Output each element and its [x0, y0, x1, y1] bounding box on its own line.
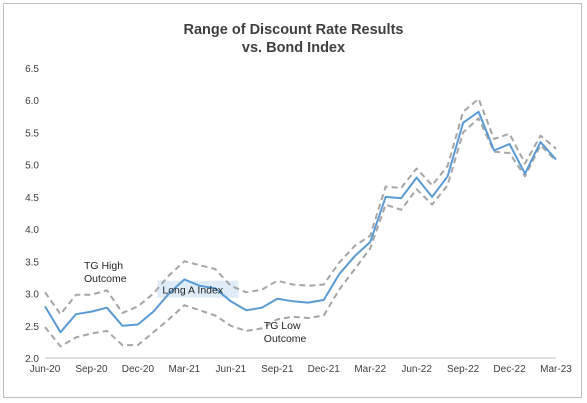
- annotation-index-label: Long A Index: [162, 285, 223, 297]
- x-tick-label: Mar-21: [169, 364, 201, 375]
- y-tick-label: 2.0: [25, 354, 39, 365]
- y-tick-label: 4.5: [25, 193, 39, 204]
- x-tick-label: Sep-20: [75, 364, 108, 375]
- annotation-low-line2: Outcome: [264, 333, 307, 345]
- annotation-low-line1: TG Low: [264, 320, 301, 332]
- annotation-high-line2: Outcome: [84, 273, 127, 285]
- y-tick-label: 2.5: [25, 322, 39, 333]
- x-tick-label: Dec-22: [493, 364, 526, 375]
- x-tick-label: Mar-22: [354, 364, 386, 375]
- y-tick-label: 6.5: [25, 64, 39, 75]
- annotation-high-line1: TG High: [84, 260, 123, 272]
- x-tick-label: Jun-20: [30, 364, 61, 375]
- chart-title-line1: Range of Discount Rate Results: [183, 22, 404, 38]
- x-tick-label: Sep-21: [261, 364, 294, 375]
- y-tick-label: 4.0: [25, 225, 39, 236]
- x-tick-label: Jun-22: [401, 364, 432, 375]
- y-tick-label: 5.0: [25, 161, 39, 172]
- y-tick-label: 5.5: [25, 128, 39, 139]
- y-tick-label: 6.0: [25, 96, 39, 107]
- y-tick-label: 3.5: [25, 257, 39, 268]
- x-tick-label: Mar-23: [540, 364, 572, 375]
- series-line-2: [44, 117, 557, 348]
- chart-frame: [3, 3, 582, 398]
- series-line-1: [44, 97, 557, 316]
- y-tick-label: 3.0: [25, 290, 39, 301]
- x-tick-label: Jun-21: [216, 364, 247, 375]
- chart-title-line2: vs. Bond Index: [241, 40, 346, 56]
- x-tick-label: Dec-21: [308, 364, 341, 375]
- x-tick-label: Sep-22: [447, 364, 480, 375]
- x-tick-label: Dec-20: [122, 364, 155, 375]
- series-line-0: [44, 110, 557, 334]
